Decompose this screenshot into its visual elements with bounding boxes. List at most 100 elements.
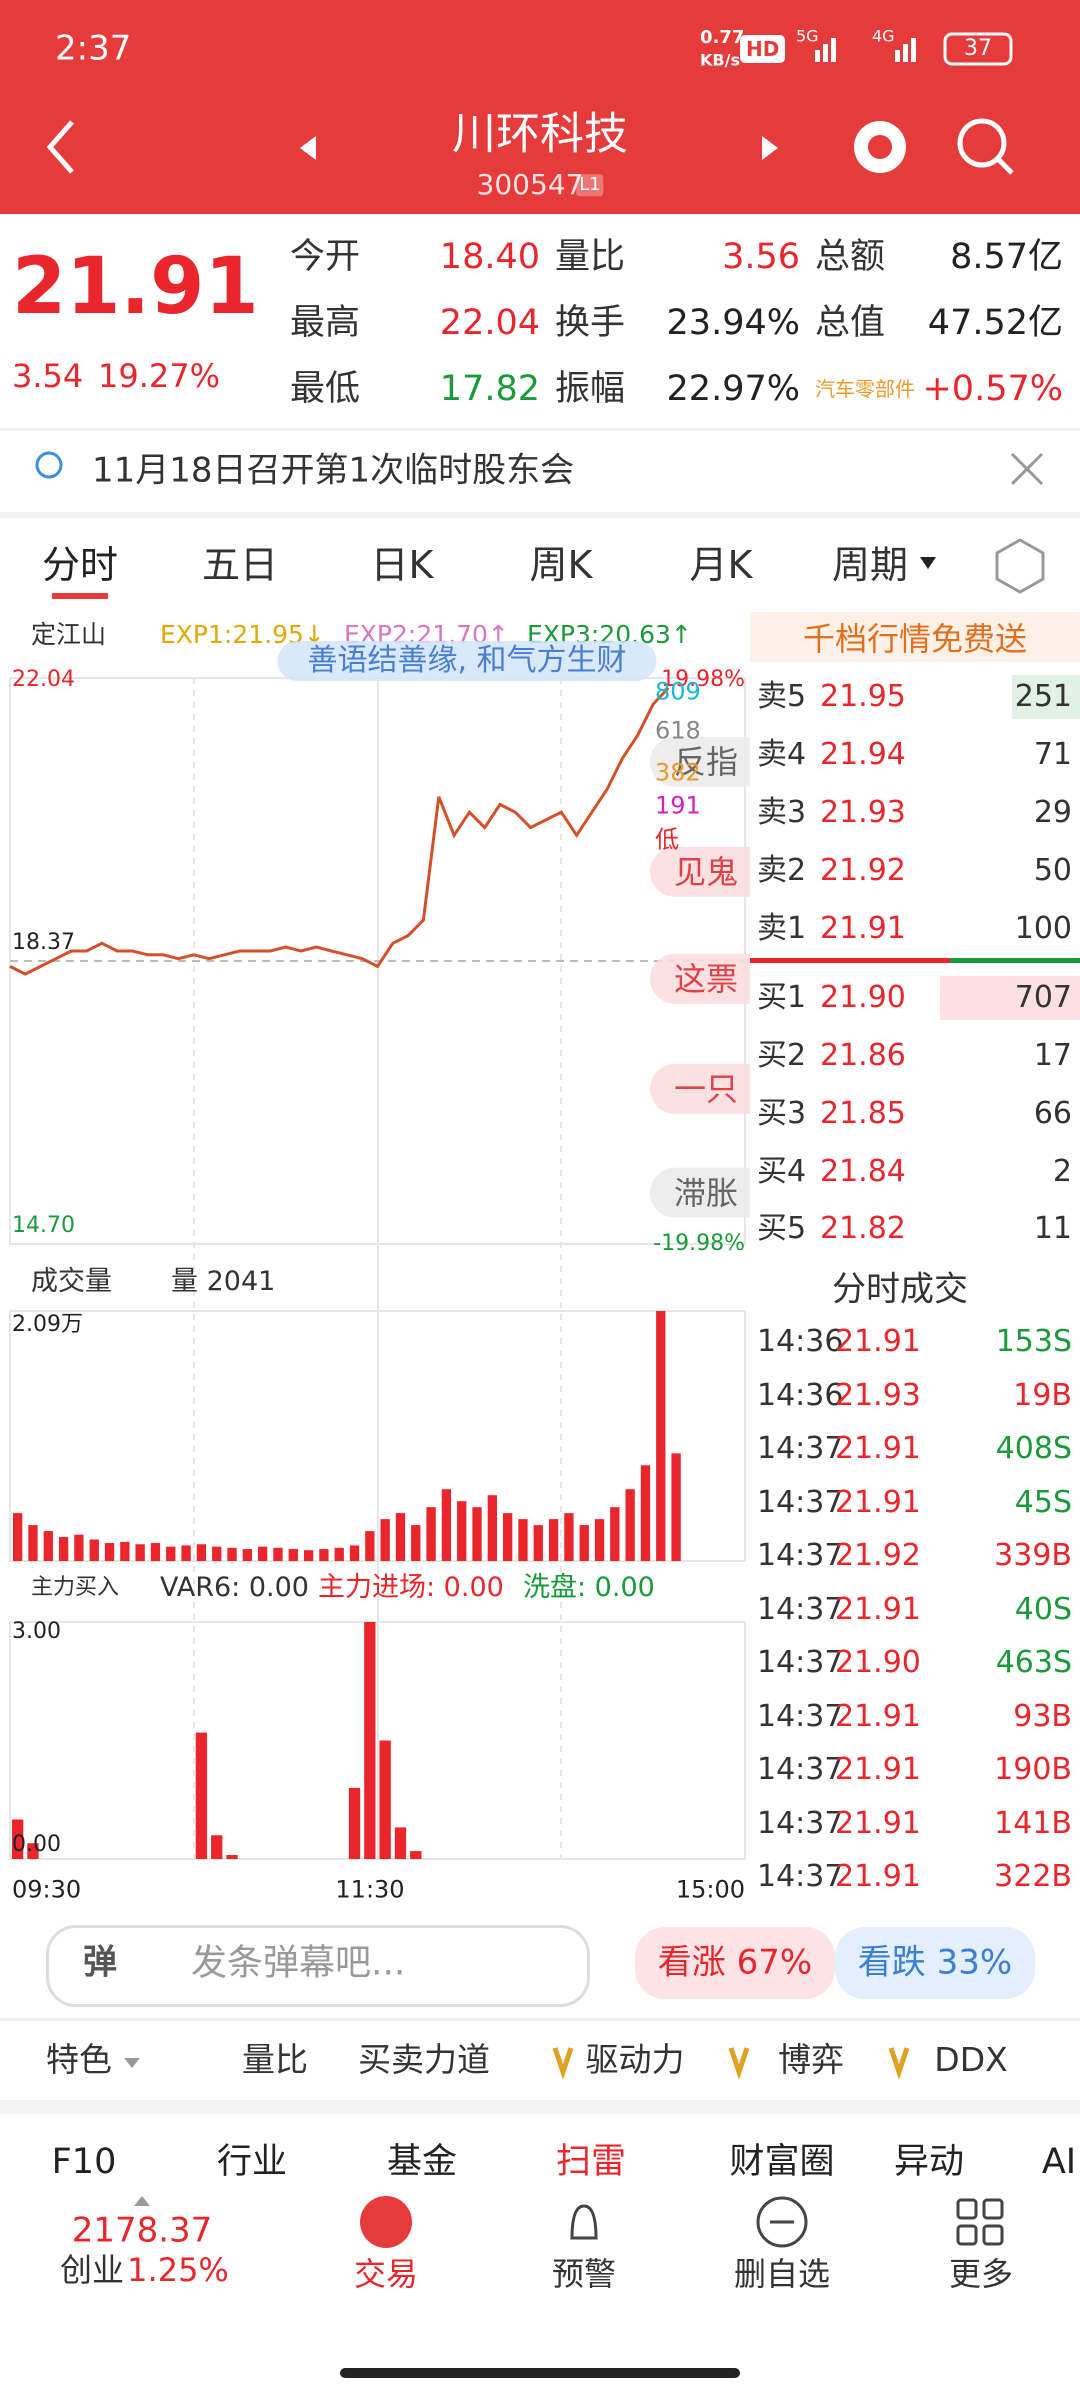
trade-price: 21.91 bbox=[835, 1431, 921, 1466]
volume-bar bbox=[212, 1546, 222, 1561]
mascot-eye bbox=[868, 135, 892, 159]
nav-item[interactable]: 预警 bbox=[551, 2254, 617, 2293]
stat-value: 8.57亿 bbox=[950, 237, 1063, 277]
hd-badge: HD bbox=[740, 35, 786, 63]
pill[interactable] bbox=[835, 1927, 1035, 1999]
sub-tab[interactable]: 异动 bbox=[893, 2142, 965, 2182]
trades-title[interactable]: 分时成交 bbox=[832, 1269, 968, 1310]
volume-bar bbox=[349, 1545, 360, 1561]
divider bbox=[0, 428, 1080, 431]
volume-bar bbox=[196, 1544, 207, 1561]
promo[interactable]: 千档行情免费送 bbox=[802, 619, 1028, 658]
stat-value: 23.94% bbox=[666, 303, 800, 343]
volume-bar bbox=[457, 1501, 467, 1561]
signal-icon bbox=[815, 38, 916, 62]
book-volume: 17 bbox=[1033, 1038, 1072, 1073]
feature-tab[interactable]: 买卖力道 bbox=[358, 2040, 490, 2080]
stat-value: 22.97% bbox=[666, 369, 800, 409]
battery-level: 37 bbox=[964, 35, 992, 61]
main-bar bbox=[226, 1855, 238, 1859]
main-title[interactable]: 主力买入 bbox=[31, 1574, 120, 1600]
book-level: 买4 bbox=[757, 1154, 807, 1189]
book-volume: 71 bbox=[1033, 737, 1072, 772]
trade-icon[interactable] bbox=[360, 2196, 412, 2248]
volume-bar bbox=[640, 1465, 651, 1561]
bubble-layer: 反指 见鬼 这票 一只 滞胀 bbox=[0, 612, 750, 1312]
sub-tab[interactable]: 扫雷 bbox=[555, 2142, 627, 2182]
vote-up[interactable]: 看涨 67% bbox=[657, 1942, 813, 1983]
more-icon[interactable] bbox=[956, 2198, 1004, 2246]
y-tick-label: 14.70 bbox=[12, 1212, 75, 1238]
period-tab[interactable]: 分时 bbox=[41, 543, 119, 588]
dropdown-icon[interactable] bbox=[920, 557, 936, 569]
stat-label: 最高 bbox=[290, 303, 361, 343]
trade-volume: 40S bbox=[1014, 1591, 1072, 1627]
stock-name: 川环科技 bbox=[452, 108, 628, 160]
feature-tab[interactable]: 特色 bbox=[46, 2040, 112, 2080]
nav-item[interactable]: 更多 bbox=[948, 2254, 1014, 2293]
wash: 洗盘: 0.00 bbox=[523, 1571, 655, 1603]
trade-price: 21.91 bbox=[835, 1752, 921, 1787]
next-icon[interactable] bbox=[762, 136, 778, 160]
trade-time: 14:36 bbox=[757, 1377, 844, 1413]
sub-tab[interactable]: 财富圈 bbox=[729, 2142, 835, 2182]
prev-icon[interactable] bbox=[300, 136, 316, 160]
trade-time: 14:37 bbox=[757, 1591, 844, 1627]
nav-item[interactable]: 交易 bbox=[353, 2254, 419, 2293]
book-level: 卖5 bbox=[757, 679, 807, 714]
pill[interactable] bbox=[635, 1927, 835, 1999]
volume-bar bbox=[472, 1507, 482, 1561]
book-volume: 100 bbox=[1014, 911, 1072, 946]
back-icon[interactable] bbox=[46, 120, 74, 174]
feature-tab[interactable]: 博弈 bbox=[778, 2040, 844, 2080]
feature-tab[interactable]: DDX bbox=[934, 2040, 1008, 2080]
settings-icon[interactable] bbox=[995, 538, 1045, 594]
vote-down[interactable]: 看跌 33% bbox=[857, 1942, 1013, 1983]
volume-bar bbox=[242, 1549, 252, 1561]
book-highlight bbox=[750, 958, 950, 963]
indicator-name[interactable]: 定江山 bbox=[31, 620, 107, 649]
feature-tab[interactable]: 量比 bbox=[242, 2040, 308, 2080]
x-tick-label: 09:30 bbox=[12, 1875, 82, 1904]
search-icon[interactable] bbox=[957, 118, 1007, 168]
remove-icon[interactable] bbox=[756, 2196, 808, 2248]
volume-bar bbox=[671, 1453, 681, 1561]
comment-input[interactable]: 发条弹幕吧... bbox=[191, 1942, 406, 1984]
fib-label: 809 bbox=[655, 677, 701, 706]
stat-value: 3.56 bbox=[722, 237, 800, 277]
pill[interactable] bbox=[46, 1925, 590, 2007]
y-tick-label: 2.09万 bbox=[12, 1311, 83, 1337]
volume-bar bbox=[89, 1539, 99, 1561]
book-level: 卖3 bbox=[757, 795, 807, 830]
close-icon[interactable] bbox=[1010, 452, 1044, 486]
volume-bar bbox=[43, 1531, 53, 1561]
volume-bar bbox=[319, 1549, 329, 1561]
period-tab[interactable]: 周期 bbox=[831, 543, 909, 588]
alert-icon[interactable] bbox=[570, 2204, 598, 2240]
trade-time: 14:37 bbox=[757, 1698, 844, 1734]
nav-item[interactable]: 删自选 bbox=[733, 2254, 831, 2293]
volume-title[interactable]: 成交量 bbox=[31, 1265, 112, 1297]
volume-bar bbox=[548, 1519, 559, 1561]
sub-tab[interactable]: F10 bbox=[51, 2142, 117, 2182]
sub-tab[interactable]: AI bbox=[1041, 2142, 1077, 2182]
book-price: 21.91 bbox=[820, 911, 906, 946]
stock-code: 300547 bbox=[476, 168, 584, 202]
book-highlight bbox=[940, 976, 1080, 1020]
volume-bar bbox=[625, 1489, 635, 1561]
period-tab[interactable]: 月K bbox=[689, 543, 753, 588]
volume-bar bbox=[656, 1311, 666, 1561]
trade-volume: 153S bbox=[995, 1324, 1072, 1359]
trade-volume: 408S bbox=[995, 1431, 1072, 1466]
feature-tab[interactable]: 驱动力 bbox=[585, 2040, 685, 2080]
y-tick-label: 22.04 bbox=[12, 666, 75, 692]
bulb-icon bbox=[35, 451, 63, 479]
sub-tab[interactable]: 行业 bbox=[216, 2142, 288, 2182]
sub-tab[interactable]: 基金 bbox=[386, 2142, 458, 2182]
period-tab[interactable]: 五日 bbox=[201, 543, 279, 588]
volume-bar bbox=[334, 1547, 344, 1561]
period-tab[interactable]: 周K bbox=[529, 543, 593, 588]
notice-text[interactable]: 11月18日召开第1次临时股东会 bbox=[92, 450, 575, 491]
period-tab[interactable]: 日K bbox=[370, 543, 434, 588]
